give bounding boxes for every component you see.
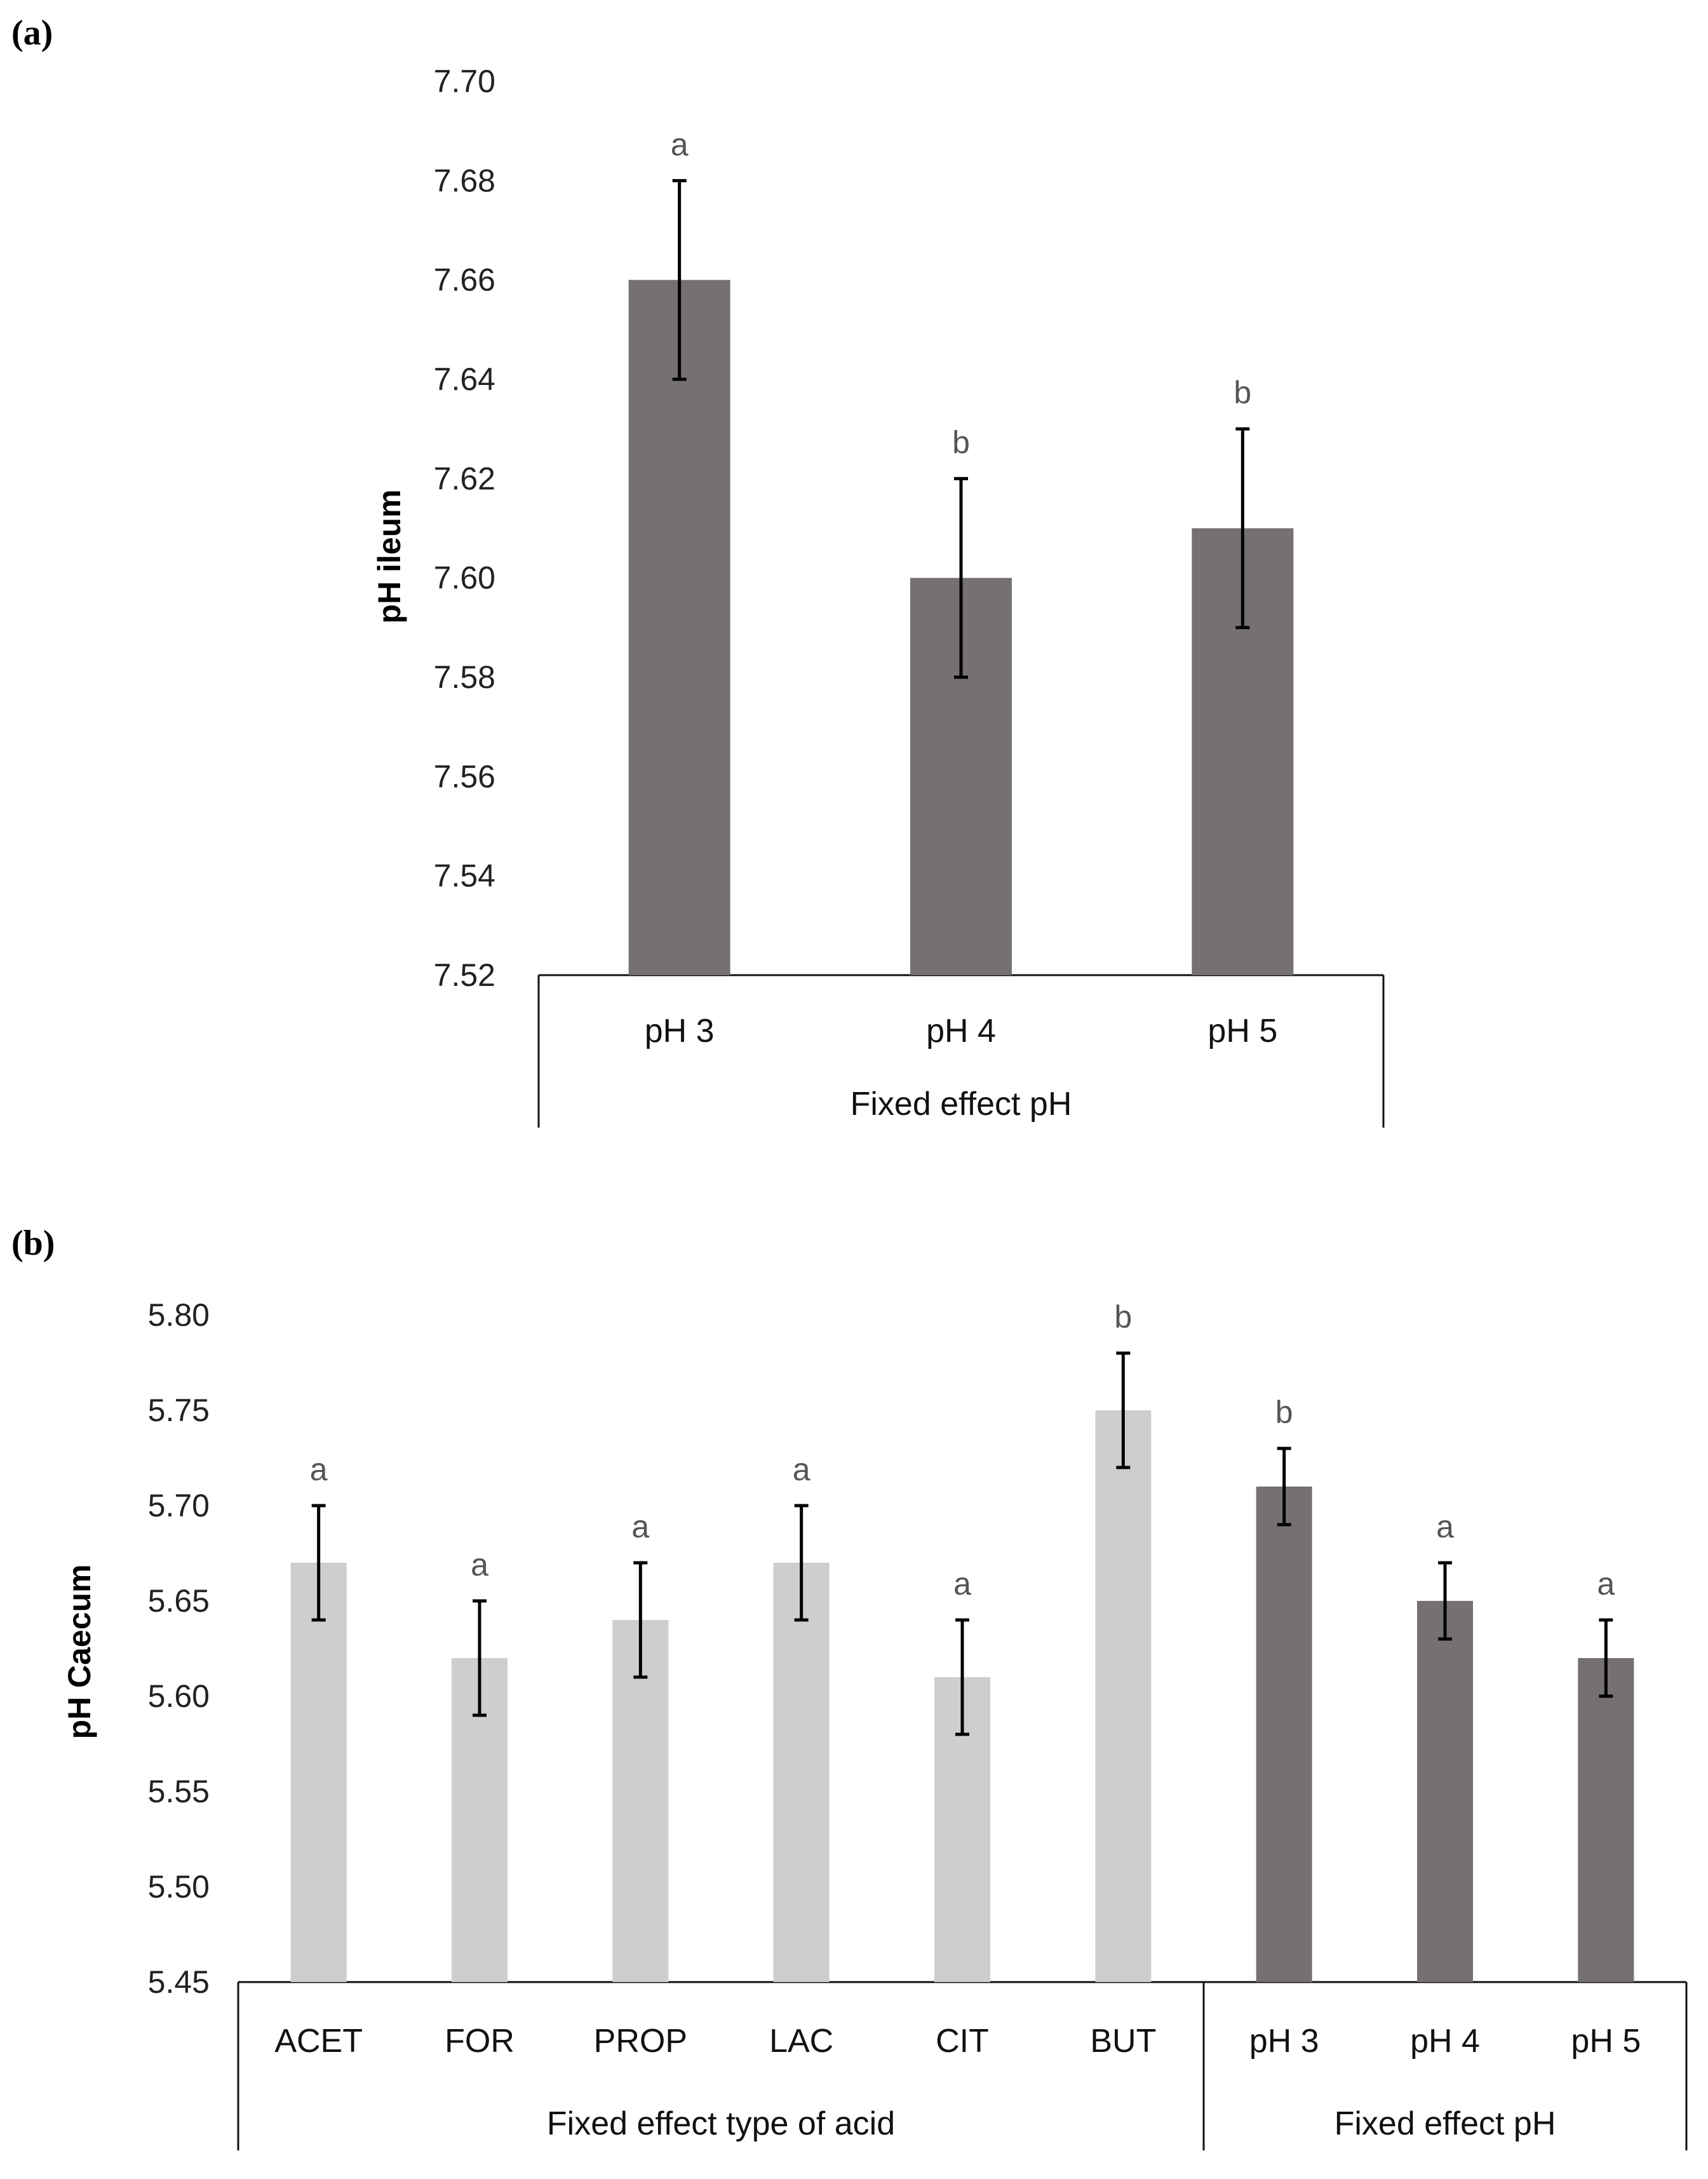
significance-letter: b [952, 424, 970, 460]
x-tick-label: ACET [274, 2023, 363, 2060]
significance-letter: a [953, 1566, 971, 1602]
y-tick-label: 7.70 [434, 64, 495, 99]
x-tick-label: pH 3 [645, 1013, 715, 1049]
y-tick-label: 5.55 [148, 1774, 210, 1809]
x-tick-label: pH 4 [926, 1013, 996, 1049]
bar [612, 1620, 669, 1982]
group-label: Fixed effect type of acid [547, 2105, 895, 2142]
y-tick-label: 5.65 [148, 1583, 210, 1619]
x-tick-label: PROP [594, 2023, 687, 2060]
bar [290, 1563, 347, 1982]
x-tick-label: pH 5 [1571, 2023, 1641, 2060]
y-tick-label: 7.64 [434, 361, 495, 397]
x-tick-label: pH 5 [1207, 1013, 1277, 1049]
y-tick-label: 5.60 [148, 1678, 210, 1714]
significance-letter: a [1436, 1509, 1454, 1544]
panel-b-label: (b) [11, 1224, 55, 1263]
x-tick-label: pH 3 [1249, 2023, 1319, 2060]
y-tick-label: 7.56 [434, 759, 495, 794]
significance-letter: a [671, 126, 689, 162]
x-tick-label: LAC [769, 2023, 833, 2060]
y-tick-label: 5.50 [148, 1869, 210, 1905]
y-tick-label: 7.60 [434, 560, 495, 596]
bar [1417, 1601, 1473, 1982]
panel-a-y-axis-label: pH ileum [372, 489, 407, 623]
panel-a-label: (a) [11, 13, 53, 53]
significance-letter: a [793, 1452, 810, 1487]
significance-letter: a [631, 1509, 649, 1544]
significance-letter: b [1234, 375, 1251, 410]
significance-letter: b [1114, 1299, 1132, 1335]
group-label: Fixed effect pH [1335, 2105, 1556, 2142]
panel-b-caecum-chart: (b) pH Caecum 5.80 5.75 5.70 5.65 5.60 5.55 5.… [11, 1224, 1688, 2150]
significance-letter: a [310, 1452, 328, 1487]
y-tick-label: 5.80 [148, 1297, 210, 1333]
bar [1256, 1487, 1312, 1982]
y-tick-label: 5.75 [148, 1393, 210, 1428]
significance-letter: b [1275, 1394, 1293, 1430]
x-tick-label: FOR [445, 2023, 514, 2060]
x-tick-label: BUT [1090, 2023, 1156, 2060]
bar [1095, 1410, 1152, 1982]
y-tick-label: 7.52 [434, 957, 495, 993]
y-tick-label: 5.45 [148, 1964, 210, 2000]
panel-b-y-axis-label: pH Caecum [62, 1564, 97, 1739]
bar [773, 1563, 830, 1982]
y-tick-label: 7.68 [434, 163, 495, 198]
x-tick-label: CIT [936, 2023, 989, 2060]
x-tick-label: pH 4 [1410, 2023, 1480, 2060]
group-label: Fixed effect pH [851, 1086, 1072, 1123]
bar [1578, 1658, 1634, 1982]
y-tick-label: 7.54 [434, 858, 495, 894]
y-tick-label: 7.58 [434, 659, 495, 695]
y-tick-label: 5.70 [148, 1488, 210, 1523]
y-tick-label: 7.66 [434, 262, 495, 298]
panel-a-ileum-chart: (a) pH ileum 7.70 7.68 7.66 7.64 7.62 7.60 7.5… [11, 13, 1385, 1128]
significance-letter: a [471, 1547, 488, 1582]
y-tick-label: 7.62 [434, 461, 495, 496]
bar [628, 280, 730, 976]
significance-letter: a [1597, 1566, 1615, 1602]
